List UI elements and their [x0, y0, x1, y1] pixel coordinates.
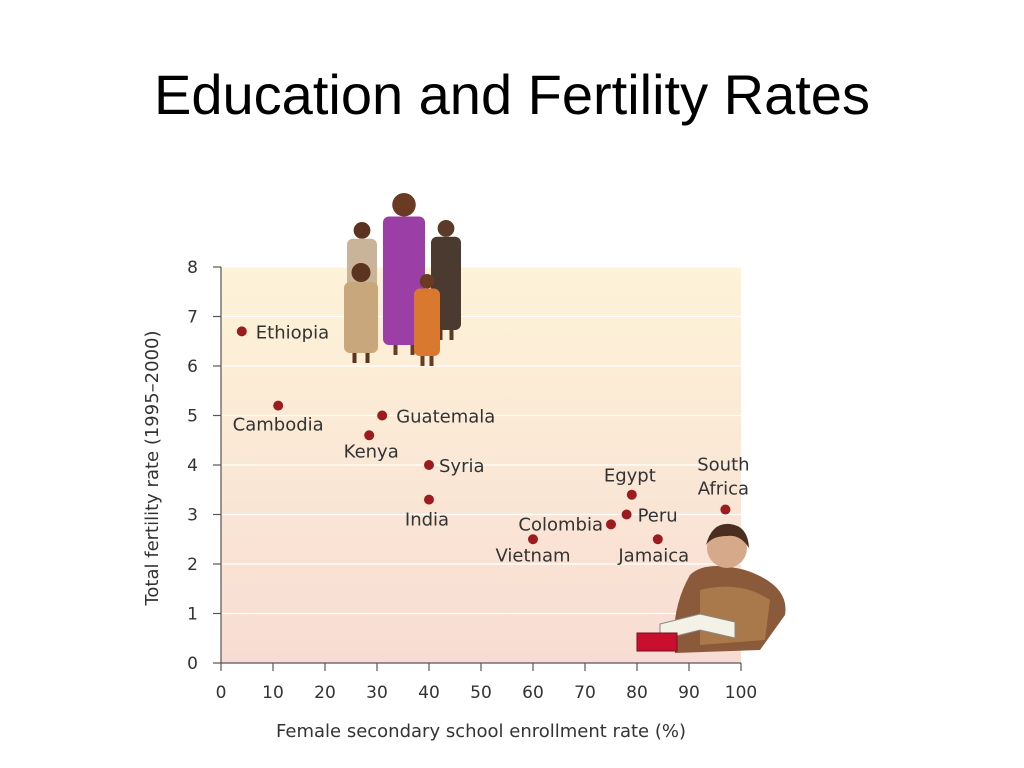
x-tick-label: 10	[262, 683, 284, 703]
point-label: South Africa	[697, 455, 749, 500]
y-tick-label: 8	[187, 258, 198, 278]
data-point	[273, 400, 284, 411]
x-tick-label: 40	[418, 683, 440, 703]
point-label: Peru	[638, 506, 678, 527]
data-point	[720, 504, 731, 515]
point-label: Egypt	[604, 466, 656, 487]
y-tick-label: 6	[187, 357, 198, 377]
point-label: Cambodia	[233, 415, 324, 436]
point-label: Guatemala	[396, 407, 495, 428]
x-tick-label: 90	[678, 683, 700, 703]
point-label: Jamaica	[617, 545, 689, 566]
x-tick-label: 100	[725, 683, 757, 703]
family-illustration	[344, 193, 461, 366]
x-tick-label: 0	[216, 683, 227, 703]
data-point	[606, 519, 616, 530]
point-label: India	[405, 510, 449, 531]
y-tick-label: 3	[187, 506, 198, 526]
data-point	[626, 489, 637, 500]
data-point	[621, 509, 632, 520]
x-tick-label: 80	[626, 683, 648, 703]
y-tick-label: 7	[187, 308, 198, 328]
data-point	[652, 534, 663, 545]
x-tick-label: 20	[314, 683, 336, 703]
data-point	[364, 430, 375, 441]
data-point	[236, 326, 247, 337]
x-tick-label: 30	[366, 683, 388, 703]
x-axis-title: Female secondary school enrollment rate …	[276, 721, 686, 742]
x-tick-label: 50	[470, 683, 492, 703]
slide-title: Education and Fertility Rates	[154, 63, 870, 126]
point-label: Colombia	[518, 514, 603, 535]
point-label: Syria	[439, 456, 485, 477]
y-tick-label: 2	[187, 555, 198, 575]
x-tick-label: 70	[574, 683, 596, 703]
data-point	[528, 534, 538, 545]
y-tick-label: 5	[187, 407, 198, 427]
y-tick-label: 0	[187, 654, 198, 674]
y-tick-label: 4	[187, 456, 198, 476]
data-point	[424, 460, 434, 470]
point-label: Vietnam	[495, 545, 570, 566]
x-tick-label: 60	[522, 683, 544, 703]
data-point	[424, 494, 434, 505]
y-tick-label: 1	[187, 605, 198, 625]
reading-girl-illustration	[636, 523, 786, 653]
point-label: Kenya	[344, 441, 399, 462]
data-point	[377, 410, 388, 421]
point-label: Ethiopia	[256, 322, 329, 343]
y-axis-title: Total fertility rate (1995–2000)	[142, 330, 163, 606]
